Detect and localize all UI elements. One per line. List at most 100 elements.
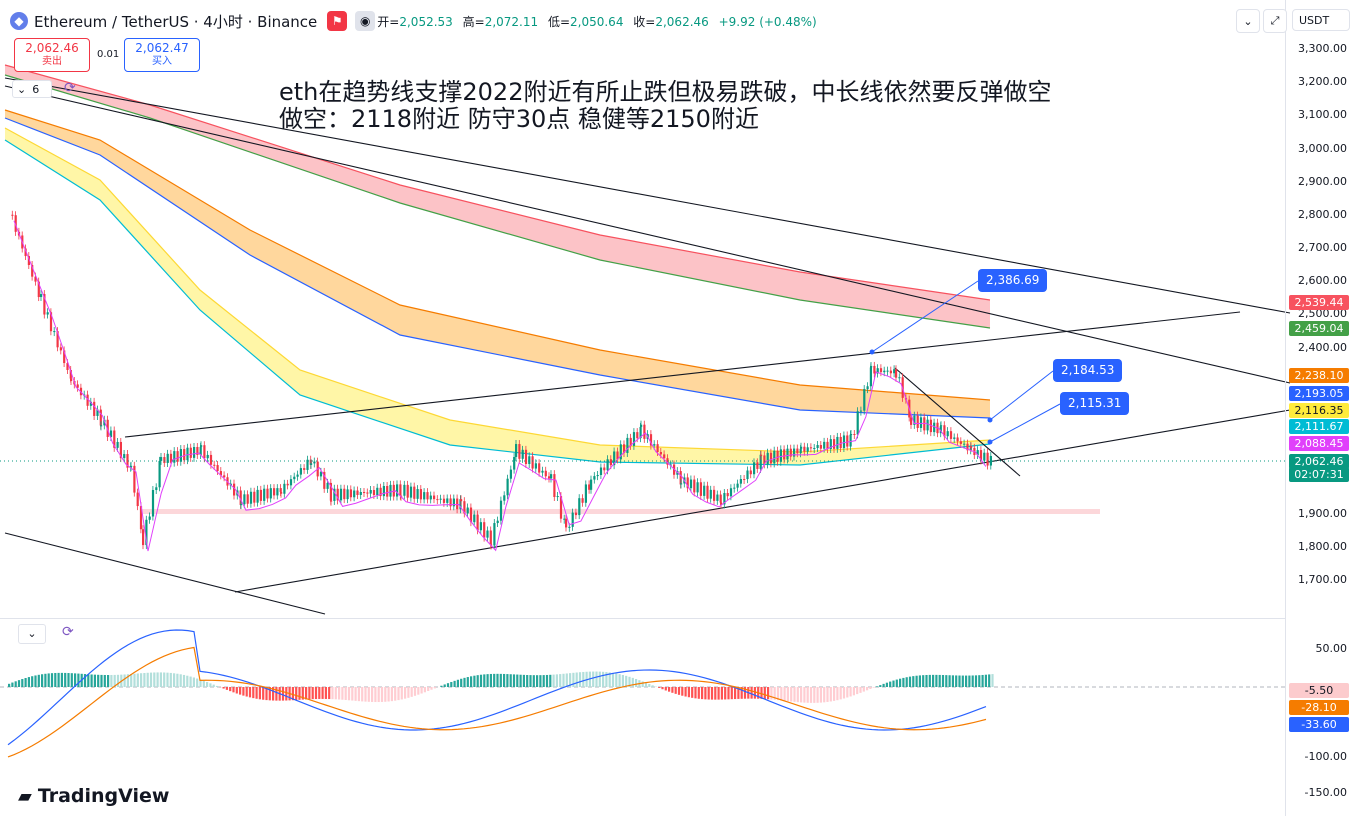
macd-histogram-bar — [582, 671, 585, 687]
candle — [43, 294, 46, 315]
macd-histogram-bar — [239, 687, 242, 695]
close-label: 收= — [633, 14, 656, 29]
fast-ma-line — [13, 220, 987, 552]
macd-histogram-bar — [704, 687, 707, 700]
macd-histogram-bar — [64, 672, 67, 687]
change-value: +9.92 (+0.48%) — [718, 14, 817, 29]
price-tag: 2,193.05 — [1289, 386, 1349, 401]
candle — [280, 491, 283, 494]
macd-histogram-bar — [895, 679, 898, 687]
candle — [76, 384, 79, 388]
macd-histogram-bar — [453, 680, 456, 687]
candle — [726, 493, 729, 497]
macd-histogram-bar — [351, 687, 354, 701]
macd-histogram-bar — [687, 687, 690, 698]
candle — [259, 489, 262, 501]
indicators-toggle[interactable]: ⌄ 6 — [12, 80, 52, 98]
candle — [879, 368, 883, 373]
macd-tag: -28.10 — [1289, 700, 1349, 715]
macd-histogram-bar — [252, 687, 255, 699]
candle — [568, 526, 571, 528]
macd-histogram-bar — [212, 684, 215, 687]
candle — [389, 484, 392, 497]
macd-histogram-bar — [446, 683, 450, 687]
macd-histogram-bar — [661, 687, 664, 690]
candle — [629, 437, 632, 446]
candle — [483, 522, 486, 538]
macd-histogram-bar — [215, 685, 219, 687]
chevron-down-icon[interactable]: ⌄ — [18, 624, 46, 644]
macd-histogram-bar — [272, 687, 275, 701]
candle — [106, 419, 109, 437]
sell-price: 2,062.46 — [25, 41, 79, 55]
candle — [956, 437, 959, 442]
candle — [873, 365, 876, 374]
candle — [963, 443, 966, 445]
macd-histogram-bar — [222, 687, 225, 689]
callout-price[interactable]: 2,184.53 — [1053, 359, 1123, 382]
candle — [303, 468, 306, 470]
candle — [632, 432, 636, 446]
buy-button[interactable]: 2,062.47 买入 — [124, 38, 200, 72]
candle — [548, 476, 551, 479]
macd-histogram-bar — [753, 687, 756, 699]
currency-selector[interactable]: USDT — [1292, 9, 1350, 31]
candle — [866, 386, 869, 390]
candle — [883, 370, 886, 373]
macd-histogram-bar — [730, 687, 733, 700]
candle — [989, 455, 992, 466]
flag-icon[interactable]: ⚑ — [327, 11, 348, 31]
refresh-icon[interactable]: ⟳ — [64, 80, 76, 96]
candle — [760, 454, 763, 456]
macd-histogram-bar — [780, 687, 783, 701]
low-label: 低= — [547, 14, 571, 29]
macd-histogram-bar — [126, 674, 129, 687]
candle — [266, 488, 269, 499]
macd-histogram-bar — [225, 687, 228, 690]
candle — [456, 498, 459, 510]
candle — [473, 514, 476, 523]
symbol-title[interactable]: Ethereum / TetherUS · 4小时 · Binance — [34, 12, 318, 31]
macd-histogram-bar — [565, 673, 568, 687]
eye-icon[interactable]: ◉ — [355, 11, 376, 31]
macd-histogram-bar — [727, 687, 730, 700]
candle — [343, 488, 346, 500]
macd-histogram-bar — [493, 673, 496, 687]
candle — [783, 449, 786, 460]
candle — [148, 516, 151, 520]
candle — [173, 451, 176, 463]
chevron-down-icon[interactable]: ⌄ — [1236, 9, 1260, 33]
fullscreen-icon[interactable]: ⤢ — [1263, 9, 1287, 33]
macd-histogram-bar — [380, 687, 384, 702]
candle — [833, 439, 836, 449]
macd-histogram-bar — [27, 677, 30, 687]
yellow-ma-ribbon-bottom — [4, 139, 991, 466]
sell-button[interactable]: 2,062.46 卖出 — [14, 38, 90, 72]
candle — [723, 493, 726, 505]
candle — [534, 463, 537, 469]
price-axis-tick: 3,000.00 — [1298, 142, 1347, 155]
macd-histogram-bar — [17, 680, 21, 687]
candle — [746, 470, 749, 480]
pane-divider — [0, 618, 1285, 619]
callout-price[interactable]: 2,386.69 — [978, 269, 1048, 292]
macd-axis-tick: -150.00 — [1304, 786, 1347, 799]
macd-histogram-bar — [806, 687, 809, 703]
macd-histogram-bar — [522, 674, 525, 687]
candle — [720, 502, 723, 505]
tradingview-logo[interactable]: ▰ TradingView — [18, 785, 169, 807]
candle — [743, 479, 746, 481]
callout-price[interactable]: 2,115.31 — [1060, 392, 1130, 415]
macd-histogram-bar — [229, 687, 232, 692]
candle — [196, 447, 199, 455]
price-axis-tick: 3,100.00 — [1298, 108, 1347, 121]
price-tag: 2,062.46 — [1289, 454, 1349, 469]
refresh-icon[interactable]: ⟳ — [62, 624, 74, 640]
macd-line — [7, 629, 987, 746]
macd-histogram-bar — [978, 675, 981, 687]
macd-histogram-bar — [803, 687, 806, 703]
yellow-ma-ribbon — [5, 128, 990, 465]
orange-ma-ribbon-top — [4, 109, 991, 401]
candle — [626, 437, 629, 453]
